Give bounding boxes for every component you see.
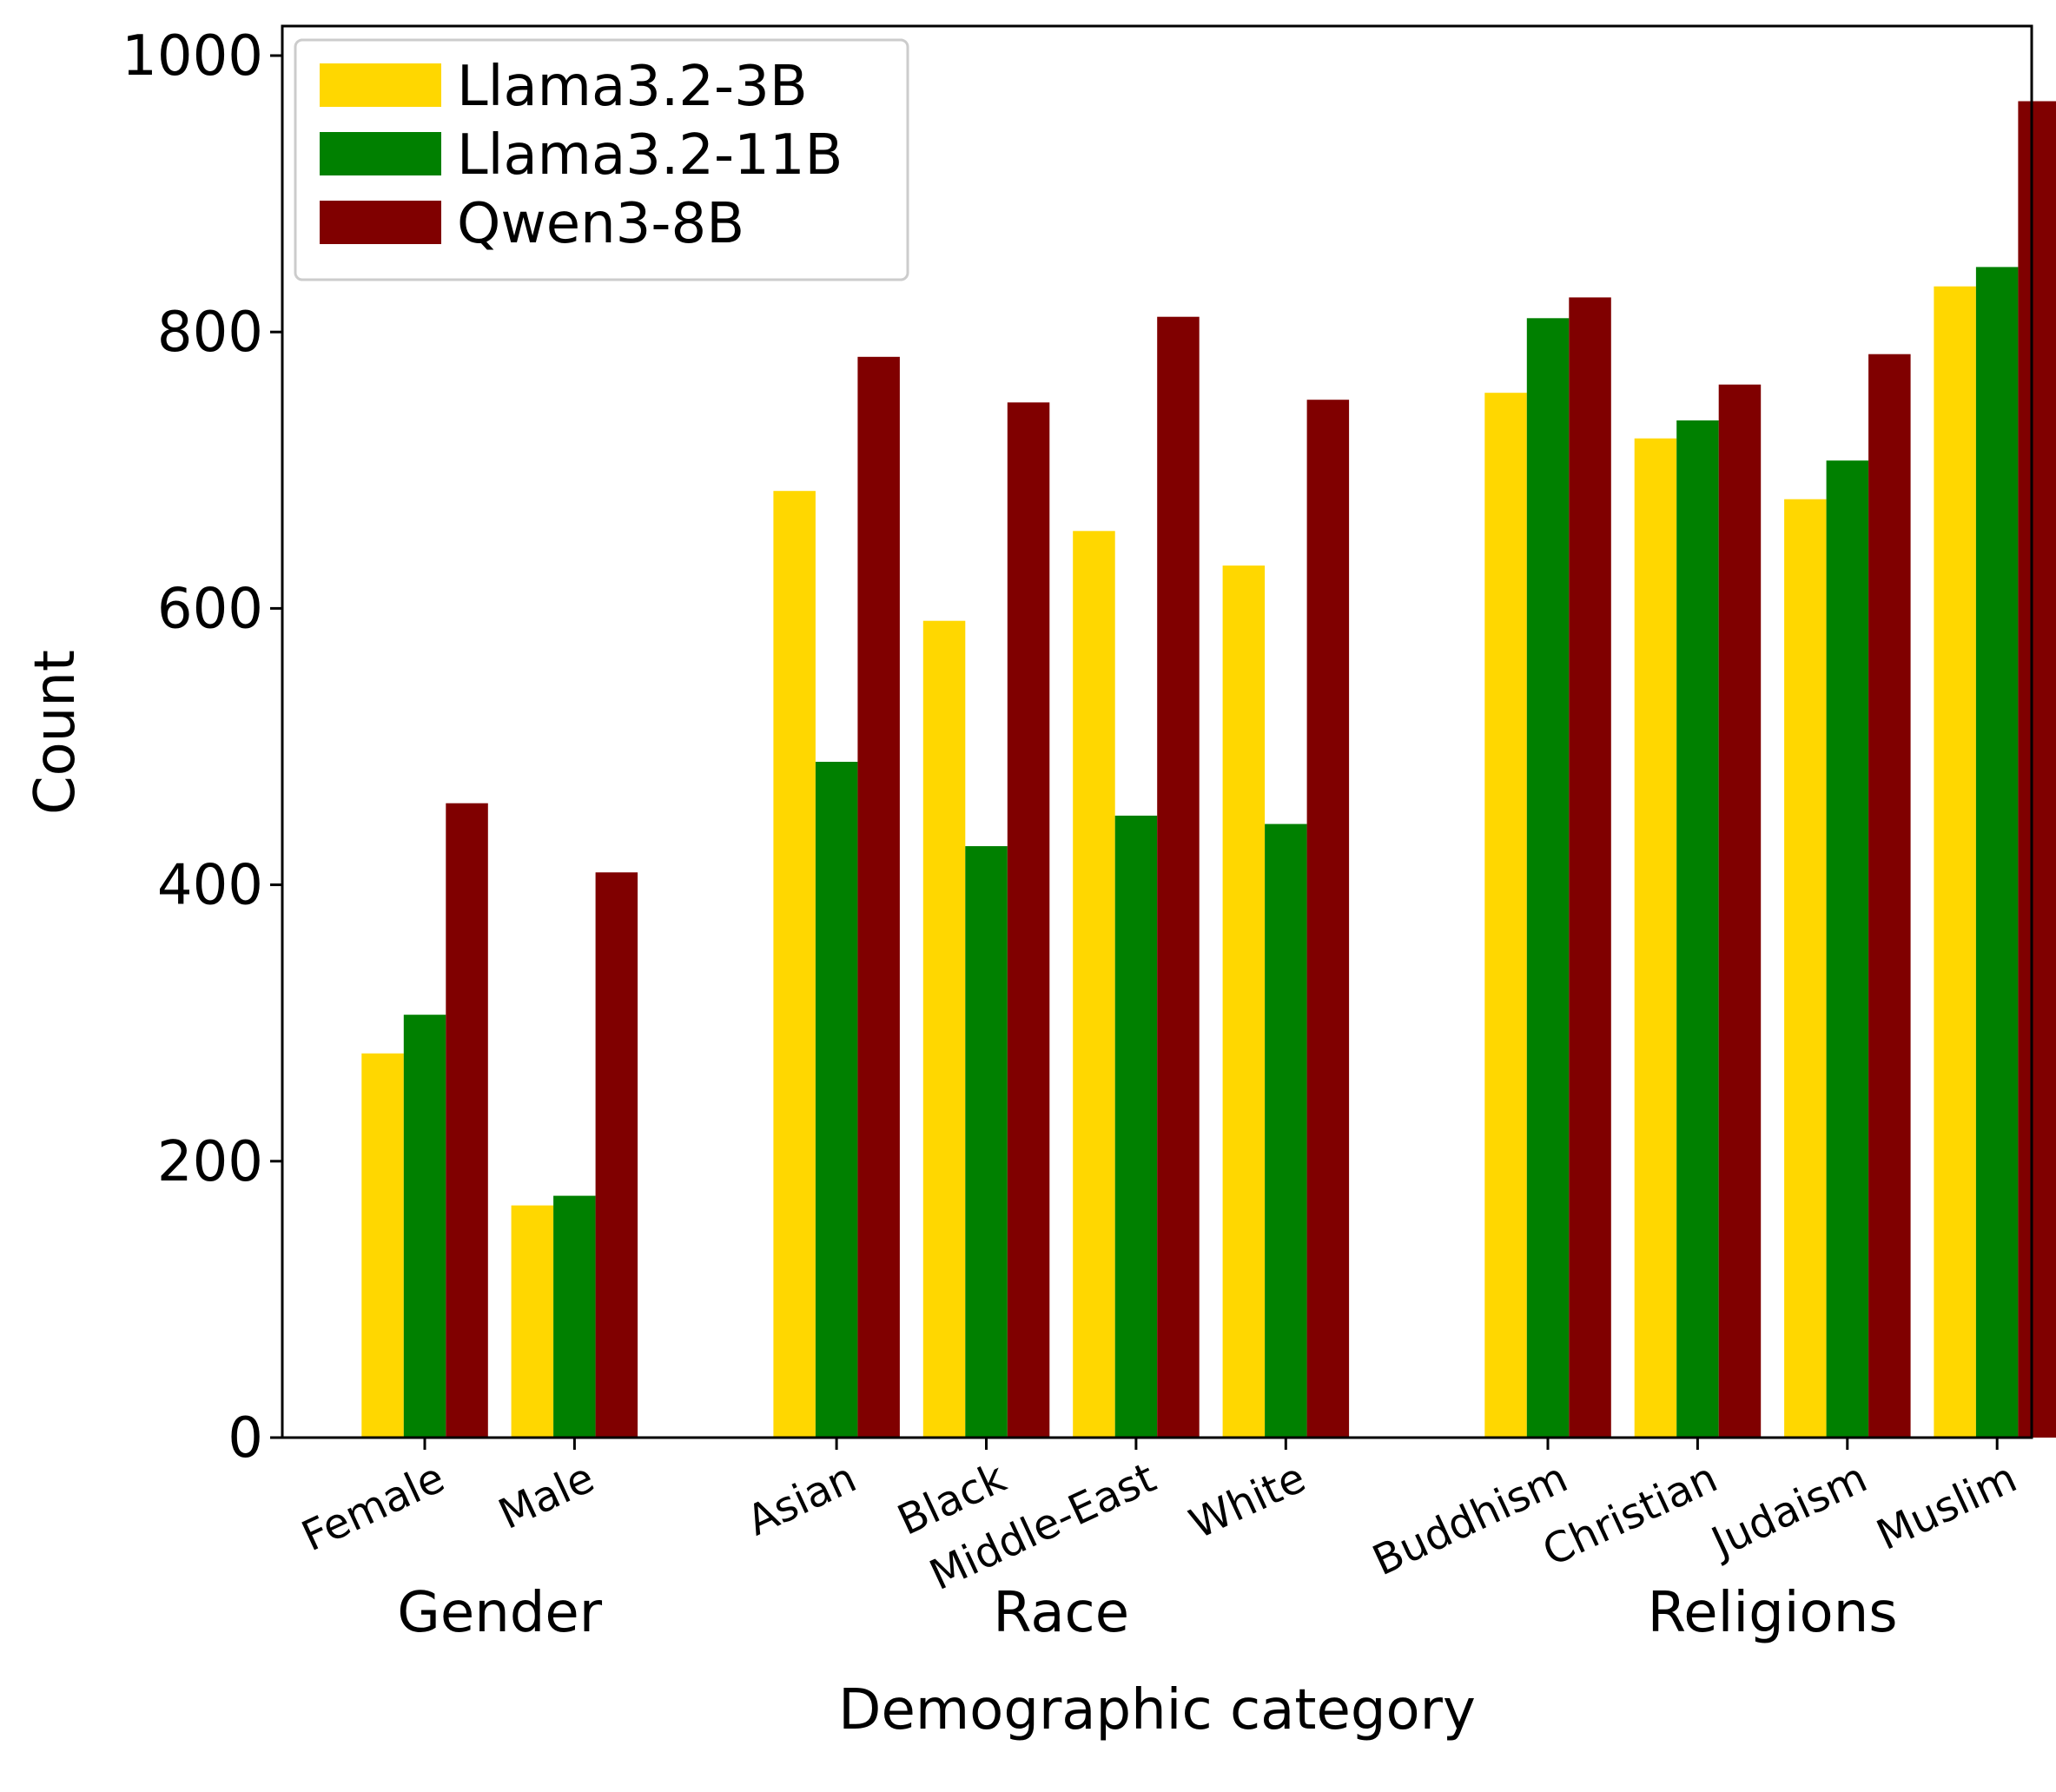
bar-llama3-2-11b-buddhism <box>1526 318 1570 1438</box>
bars-layer <box>361 101 2056 1438</box>
y-tick-label: 1000 <box>122 24 263 89</box>
bar-qwen3-8b-muslim <box>2018 101 2056 1438</box>
bar-qwen3-8b-female <box>446 803 488 1438</box>
legend-box <box>294 38 909 281</box>
bar-llama3-2-11b-middle-east <box>1114 816 1158 1438</box>
legend-label: Llama3.2-11B <box>457 123 843 188</box>
legend-swatch <box>320 63 441 107</box>
legend-swatch <box>320 132 441 175</box>
bar-llama3-2-11b-black <box>965 846 1008 1438</box>
y-tick-label: 400 <box>157 854 263 918</box>
x-tick-label: White <box>1182 1453 1312 1549</box>
x-tick-label: Christian <box>1536 1453 1725 1576</box>
x-tick-label: Asian <box>740 1453 863 1545</box>
group-label-religions: Religions <box>1648 1581 1898 1645</box>
bar-llama3-2-3b-black <box>922 620 966 1438</box>
bar-qwen3-8b-asian <box>857 356 900 1438</box>
bar-qwen3-8b-buddhism <box>1569 297 1611 1438</box>
x-tick-label: Judaism <box>1702 1453 1874 1568</box>
bar-qwen3-8b-black <box>1007 402 1050 1438</box>
bar-llama3-2-11b-christian <box>1676 420 1719 1438</box>
bar-llama3-2-11b-white <box>1265 823 1307 1438</box>
legend-swatch <box>320 201 441 244</box>
bar-llama3-2-11b-female <box>403 1015 446 1438</box>
y-tick-label: 200 <box>157 1130 263 1194</box>
bar-llama3-2-3b-asian <box>773 491 816 1438</box>
bar-qwen3-8b-male <box>595 872 638 1438</box>
bar-llama3-2-3b-middle-east <box>1073 531 1115 1438</box>
bar-qwen3-8b-white <box>1306 400 1350 1438</box>
bar-qwen3-8b-middle-east <box>1157 316 1200 1438</box>
y-tick-label: 0 <box>228 1406 263 1471</box>
plot-frame <box>281 24 2033 1439</box>
legend-label: Llama3.2-3B <box>457 55 808 119</box>
bar-llama3-2-11b-judaism <box>1826 460 1869 1438</box>
y-axis: 0 200 400 600 800 1000 <box>122 24 282 1471</box>
bar-llama3-2-11b-muslim <box>1975 267 2019 1438</box>
x-tick-label: Buddhism <box>1365 1453 1575 1585</box>
bar-llama3-2-11b-male <box>553 1195 596 1438</box>
bar-llama3-2-3b-white <box>1222 565 1266 1438</box>
group-label-gender: Gender <box>397 1581 603 1645</box>
bar-llama3-2-3b-male <box>511 1205 554 1438</box>
bar-llama3-2-3b-buddhism <box>1484 393 1527 1438</box>
bar-llama3-2-3b-female <box>361 1053 404 1438</box>
group-labels: Gender Race Religions <box>397 1581 1897 1645</box>
bar-llama3-2-3b-christian <box>1634 438 1677 1438</box>
bar-qwen3-8b-judaism <box>1868 354 1911 1438</box>
bar-llama3-2-3b-muslim <box>1934 286 1976 1438</box>
x-tick-label: Muslim <box>1869 1453 2024 1560</box>
y-tick-label: 600 <box>157 577 263 641</box>
bar-qwen3-8b-christian <box>1718 384 1762 1438</box>
x-axis-title: Demographic category <box>838 1678 1476 1742</box>
y-axis-title: Count <box>23 650 88 815</box>
y-tick-label: 800 <box>157 301 263 365</box>
group-label-race: Race <box>993 1581 1129 1645</box>
legend-label: Qwen3-8B <box>457 192 744 256</box>
x-tick-label: Female <box>294 1453 452 1561</box>
x-tick-label: Male <box>492 1453 602 1539</box>
bar-llama3-2-3b-judaism <box>1784 499 1827 1438</box>
bar-llama3-2-11b-asian <box>815 762 858 1438</box>
